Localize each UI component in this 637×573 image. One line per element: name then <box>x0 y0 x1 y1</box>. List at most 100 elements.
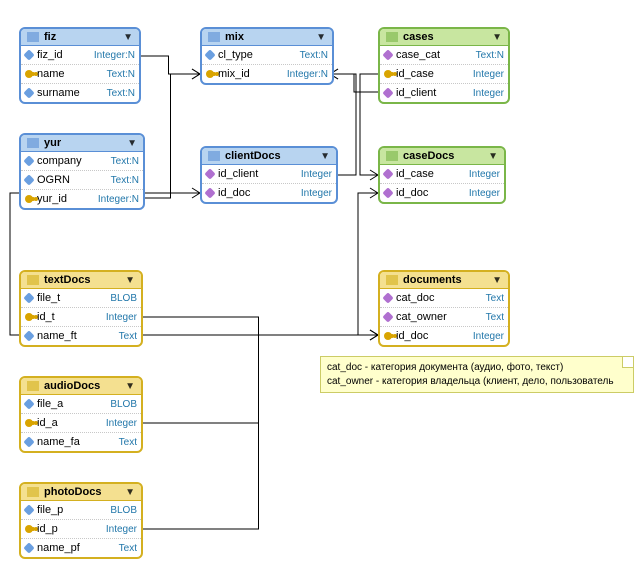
key-icon <box>384 332 392 340</box>
column-name: surname <box>37 87 80 99</box>
table-photoDocs[interactable]: photoDocs▼file_pBLOBid_pInteger name_pf Te… <box>19 482 143 559</box>
column-row[interactable]: id_docInteger <box>202 183 336 202</box>
table-name: audioDocs <box>44 380 100 392</box>
grid-icon <box>208 151 220 161</box>
column-type: Text:N <box>107 88 135 99</box>
collapse-icon[interactable]: ▼ <box>316 32 326 43</box>
column-row[interactable]: id_caseInteger <box>380 165 504 183</box>
table-header[interactable]: textDocs▼ <box>21 272 141 289</box>
table-header[interactable]: cases▼ <box>380 29 508 46</box>
column-row[interactable]: file_tBLOB <box>21 289 141 307</box>
table-name: documents <box>403 274 462 286</box>
table-header[interactable]: caseDocs▼ <box>380 148 504 165</box>
column-row[interactable]: name_ftText <box>21 326 141 345</box>
diamond-icon <box>23 542 34 553</box>
table-header[interactable]: documents ▼ <box>380 272 508 289</box>
key-icon <box>206 70 214 78</box>
collapse-icon[interactable]: ▼ <box>125 381 135 392</box>
column-name: name_pf <box>37 542 80 554</box>
table-mix[interactable]: mix▼ cl_type Text:N mix_id Integer:N <box>200 27 334 85</box>
table-header[interactable]: photoDocs▼ <box>21 484 141 501</box>
diamond-icon <box>204 187 215 198</box>
column-row[interactable]: id_t Integer <box>21 307 141 326</box>
diamond-icon <box>382 168 393 179</box>
column-row[interactable]: cat_docText <box>380 289 508 307</box>
column-row[interactable]: cl_type Text:N <box>202 46 332 64</box>
grid-icon <box>386 151 398 161</box>
column-type: Text <box>119 437 137 448</box>
column-row[interactable]: cat_ownerText <box>380 307 508 326</box>
table-name: fiz <box>44 31 56 43</box>
column-row[interactable]: nameText:N <box>21 64 139 83</box>
table-header[interactable]: audioDocs ▼ <box>21 378 141 395</box>
column-name: id_client <box>396 87 436 99</box>
collapse-icon[interactable]: ▼ <box>492 32 502 43</box>
collapse-icon[interactable]: ▼ <box>492 275 502 286</box>
grid-icon <box>27 138 39 148</box>
column-type: Integer <box>106 312 137 323</box>
column-name: name <box>37 68 65 80</box>
diamond-icon <box>23 398 34 409</box>
relationship-edge <box>139 317 378 335</box>
column-row[interactable]: id_aInteger <box>21 413 141 432</box>
table-header[interactable]: fiz ▼ <box>21 29 139 46</box>
column-type: Text <box>119 543 137 554</box>
column-row[interactable]: id_pInteger <box>21 519 141 538</box>
table-clientDocs[interactable]: clientDocs▼id_clientIntegerid_docInteger <box>200 146 338 204</box>
collapse-icon[interactable]: ▼ <box>127 138 137 149</box>
column-row[interactable]: name_fa Text <box>21 432 141 451</box>
column-type: Text:N <box>111 175 139 186</box>
column-row[interactable]: surname Text:N <box>21 83 139 102</box>
column-name: id_case <box>396 168 434 180</box>
column-row[interactable]: yur_idInteger:N <box>21 189 143 208</box>
column-type: Integer <box>106 524 137 535</box>
column-row[interactable]: id_case Integer <box>380 64 508 83</box>
table-header[interactable]: clientDocs▼ <box>202 148 336 165</box>
column-name: mix_id <box>218 68 250 80</box>
table-yur[interactable]: yur▼companyText:N OGRN Text:N yur_idInteger… <box>19 133 145 210</box>
table-cases[interactable]: cases▼case_catText:N id_case Integer id_cli… <box>378 27 510 104</box>
column-row[interactable]: mix_id Integer:N <box>202 64 332 83</box>
diamond-icon <box>23 436 34 447</box>
column-type: Text:N <box>111 156 139 167</box>
table-documents[interactable]: documents ▼ cat_docTextcat_ownerTextid_doc… <box>378 270 510 347</box>
column-row[interactable]: id_docInteger <box>380 183 504 202</box>
column-row[interactable]: name_pf Text <box>21 538 141 557</box>
column-type: Integer <box>473 69 504 80</box>
diamond-icon <box>382 292 393 303</box>
column-row[interactable]: OGRN Text:N <box>21 170 143 189</box>
column-name: OGRN <box>37 174 70 186</box>
column-type: Text <box>486 293 504 304</box>
relationship-edge <box>330 74 378 92</box>
table-fiz[interactable]: fiz ▼ fiz_idInteger:NnameText:N surname Text… <box>19 27 141 104</box>
table-header[interactable]: yur▼ <box>21 135 143 152</box>
column-name: id_case <box>396 68 434 80</box>
collapse-icon[interactable]: ▼ <box>123 32 133 43</box>
column-row[interactable]: id_clientInteger <box>380 83 508 102</box>
diamond-icon <box>23 504 34 515</box>
column-name: id_t <box>37 311 55 323</box>
column-name: cl_type <box>218 49 253 61</box>
collapse-icon[interactable]: ▼ <box>320 151 330 162</box>
column-type: Text:N <box>300 50 328 61</box>
table-textDocs[interactable]: textDocs▼file_tBLOB id_t Integer name_ftTex… <box>19 270 143 347</box>
collapse-icon[interactable]: ▼ <box>125 275 135 286</box>
column-row[interactable]: fiz_idInteger:N <box>21 46 139 64</box>
column-name: name_fa <box>37 436 80 448</box>
annotation-note[interactable]: cat_doc - категория документа (аудио, фо… <box>320 356 634 393</box>
column-row[interactable]: case_catText:N <box>380 46 508 64</box>
column-row[interactable]: id_docInteger <box>380 326 508 345</box>
table-header[interactable]: mix▼ <box>202 29 332 46</box>
relationship-edge <box>137 56 200 74</box>
column-name: id_doc <box>396 187 428 199</box>
column-name: case_cat <box>396 49 440 61</box>
column-row[interactable]: companyText:N <box>21 152 143 170</box>
column-row[interactable]: id_clientInteger <box>202 165 336 183</box>
column-row[interactable]: file_aBLOB <box>21 395 141 413</box>
column-type: Integer:N <box>287 69 328 80</box>
column-row[interactable]: file_pBLOB <box>21 501 141 519</box>
collapse-icon[interactable]: ▼ <box>125 487 135 498</box>
collapse-icon[interactable]: ▼ <box>488 151 498 162</box>
table-caseDocs[interactable]: caseDocs▼id_caseIntegerid_docInteger <box>378 146 506 204</box>
table-audioDocs[interactable]: audioDocs ▼ file_aBLOBid_aInteger name_fa Te… <box>19 376 143 453</box>
